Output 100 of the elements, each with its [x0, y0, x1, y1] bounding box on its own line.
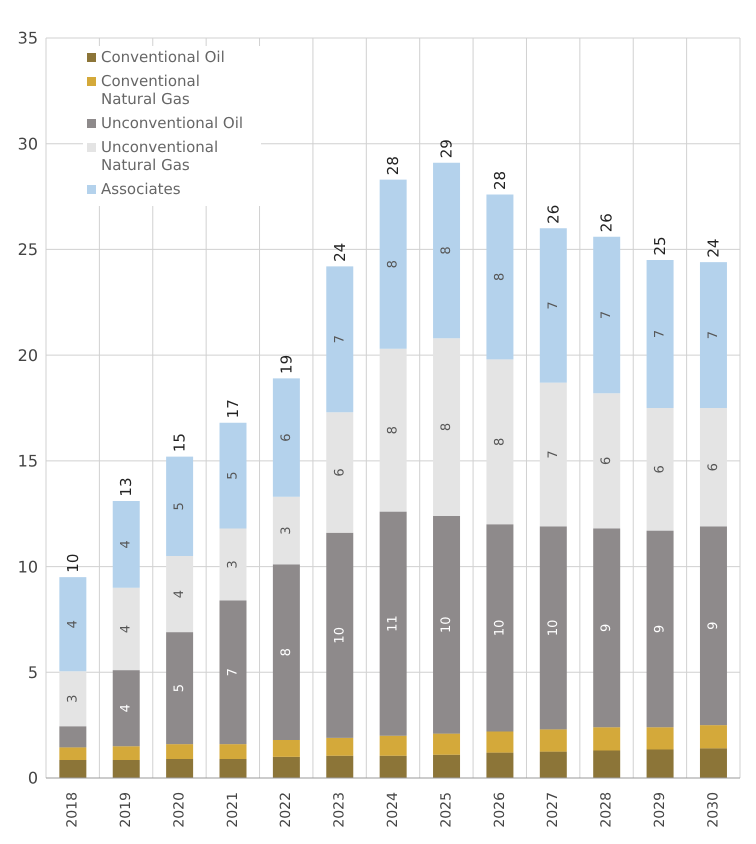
total-label: 10	[64, 554, 82, 573]
data-label: 8	[386, 426, 401, 434]
y-tick-label: 5	[28, 662, 38, 682]
data-label: 3	[65, 694, 80, 703]
data-label: 3	[226, 560, 240, 569]
data-label: 8	[492, 272, 508, 282]
bar	[646, 260, 674, 408]
bar	[486, 524, 514, 732]
total-label: 26	[598, 213, 616, 232]
bar	[166, 632, 194, 744]
bar	[220, 528, 246, 600]
total-label: 17	[224, 399, 242, 418]
bar	[646, 408, 674, 531]
bar	[380, 512, 407, 736]
x-tick-label: 2024	[385, 792, 401, 828]
data-label: 5	[226, 472, 240, 480]
data-label: 7	[599, 310, 614, 320]
data-label: 6	[332, 468, 348, 477]
data-label: 11	[386, 615, 401, 632]
data-label: 6	[599, 456, 614, 465]
bar	[433, 734, 460, 755]
data-label: 7	[546, 301, 561, 310]
bar	[646, 727, 674, 750]
bar	[326, 532, 354, 738]
x-tick-label: 2018	[64, 792, 81, 828]
bar	[166, 556, 194, 632]
bar	[700, 526, 727, 726]
total-label: 15	[170, 433, 189, 452]
x-tick-label: 2021	[224, 792, 241, 828]
bar	[272, 756, 300, 778]
y-tick-label: 25	[18, 240, 38, 260]
data-label: 9	[652, 624, 668, 634]
x-tick-label: 2030	[705, 792, 722, 828]
data-label: 10	[332, 627, 348, 644]
bar	[59, 760, 86, 778]
bar	[220, 744, 246, 759]
data-label: 5	[172, 684, 188, 692]
x-tick-label: 2026	[492, 792, 508, 828]
data-label: 7	[226, 668, 240, 676]
bar	[486, 194, 514, 360]
legend-label: Associates	[101, 180, 181, 198]
data-label: 8	[439, 246, 454, 255]
bar	[646, 749, 674, 778]
bar	[220, 422, 246, 529]
bar	[433, 516, 460, 734]
x-tick-label: 2027	[545, 792, 562, 828]
x-tick-label: 2028	[598, 792, 615, 828]
bar	[540, 729, 567, 752]
data-label: 6	[278, 433, 294, 442]
bar	[380, 180, 407, 349]
bar	[59, 747, 86, 760]
y-tick-label: 15	[18, 452, 38, 471]
y-tick-label: 20	[18, 346, 38, 365]
data-label: 10	[492, 620, 508, 636]
bar	[59, 671, 86, 726]
bar	[540, 228, 567, 383]
bar	[59, 577, 86, 672]
data-label: 9	[599, 624, 614, 632]
data-label: 10	[546, 620, 561, 636]
bar	[326, 266, 354, 412]
total-label: 26	[544, 204, 562, 224]
bar	[166, 758, 194, 778]
bar	[700, 748, 727, 778]
bar	[593, 236, 620, 394]
x-tick-label: 2023	[332, 792, 348, 828]
data-label: 6	[706, 463, 721, 472]
bar	[593, 750, 620, 778]
x-tick-label: 2029	[652, 792, 668, 828]
bar	[272, 740, 300, 757]
data-label: 7	[652, 330, 668, 338]
total-label: 29	[438, 139, 456, 158]
data-label: 9	[706, 622, 721, 630]
legend-label: Unconventional Natural Gas	[101, 138, 220, 174]
data-label: 8	[386, 260, 401, 268]
bar	[59, 726, 86, 748]
bar	[220, 758, 246, 778]
data-label: 8	[439, 422, 454, 432]
x-tick-label: 2022	[278, 792, 294, 828]
bar	[380, 756, 407, 778]
x-tick-label: 2025	[438, 792, 454, 828]
data-label: 10	[439, 616, 454, 633]
total-label: 28	[490, 170, 509, 190]
data-label: 5	[172, 502, 188, 510]
bar	[166, 456, 194, 556]
bar	[112, 588, 140, 670]
y-tick-label: 35	[18, 28, 38, 48]
data-label: 7	[706, 330, 721, 340]
bar	[112, 746, 140, 760]
data-label: 7	[546, 450, 561, 459]
data-label: 4	[118, 704, 134, 712]
bar	[326, 412, 354, 533]
bar	[166, 744, 194, 759]
bar	[700, 408, 727, 526]
data-label: 6	[652, 465, 668, 474]
total-label: 19	[277, 354, 296, 374]
bar	[433, 338, 460, 516]
bar	[272, 378, 300, 497]
y-tick-label: 10	[18, 557, 38, 576]
data-label: 4	[172, 590, 188, 598]
total-label: 24	[330, 242, 349, 262]
